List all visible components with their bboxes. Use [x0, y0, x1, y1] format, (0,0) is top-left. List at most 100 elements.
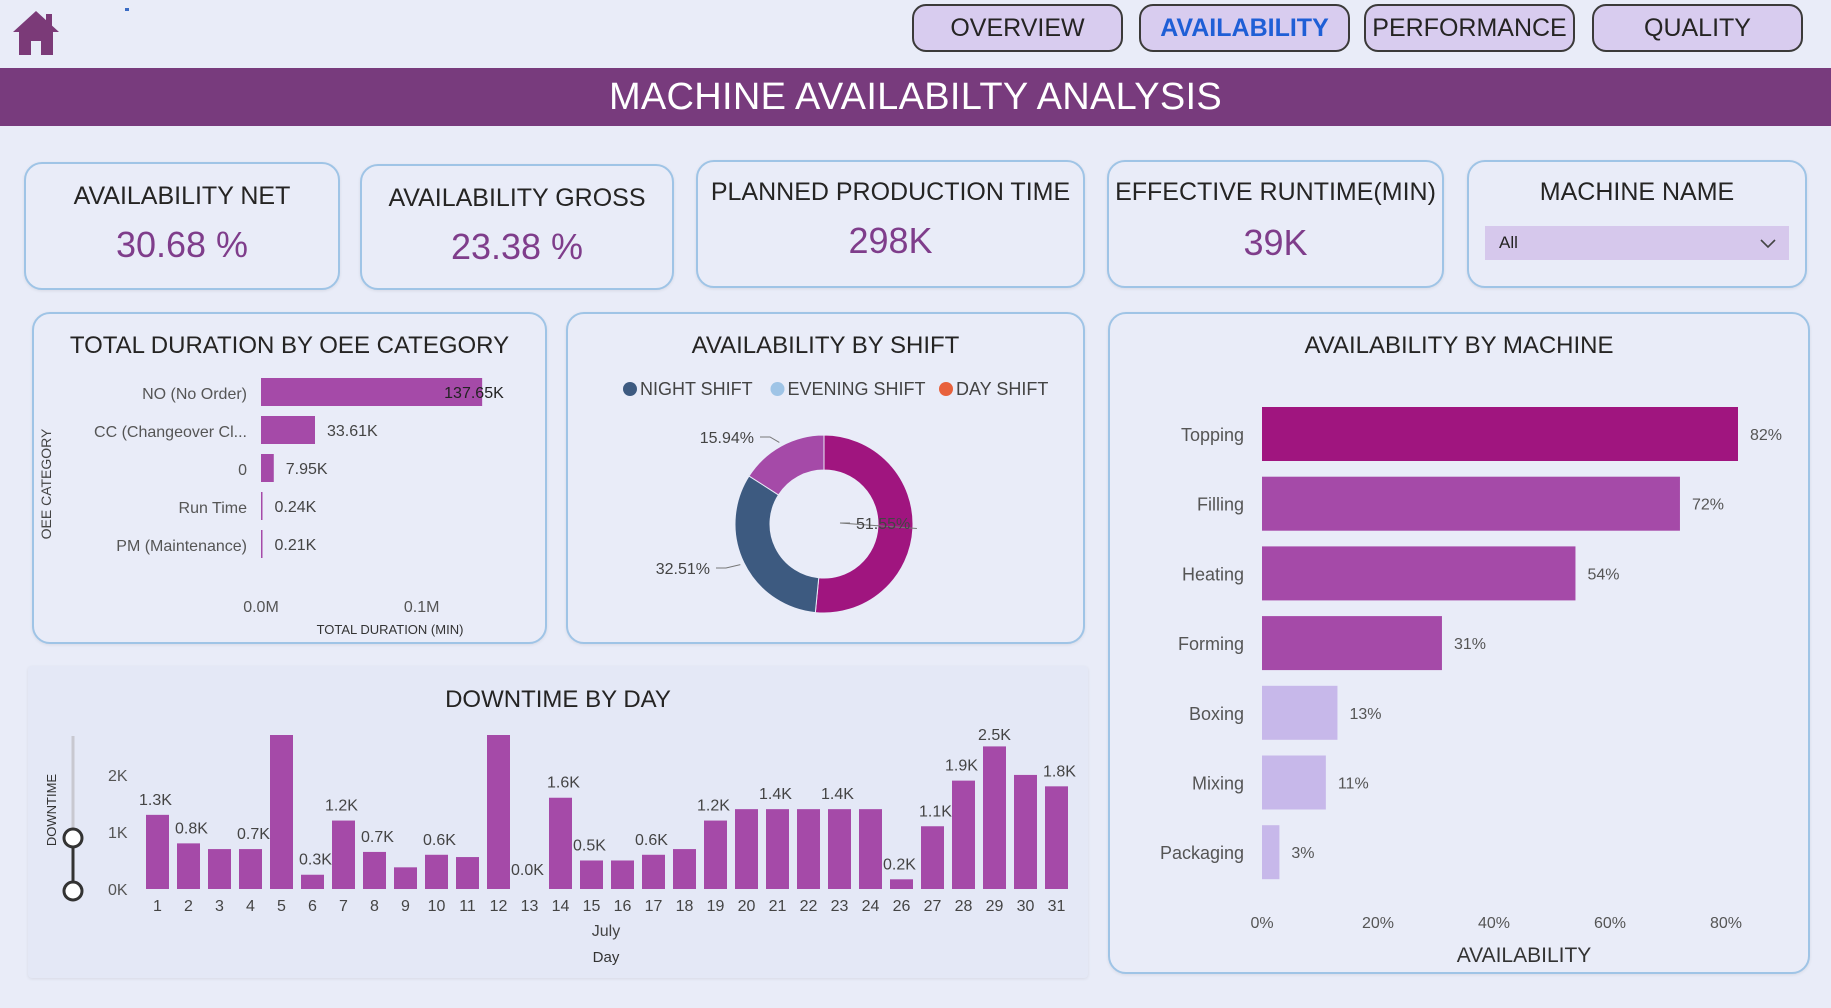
downtime-x-tick: 9 [401, 898, 410, 915]
downtime-data-label: 0.2K [883, 856, 916, 873]
downtime-data-label: 0.6K [635, 832, 668, 849]
tab-quality[interactable]: QUALITY [1592, 4, 1803, 52]
top-bar: OVERVIEW AVAILABILITY PERFORMANCE QUALIT… [0, 0, 1831, 68]
downtime-x-tick: 28 [955, 898, 973, 915]
downtime-bar [704, 820, 727, 889]
downtime-bar [363, 851, 386, 889]
downtime-bar [890, 879, 913, 889]
downtime-x-tick: 16 [614, 898, 632, 915]
downtime-bar [177, 843, 200, 889]
oee-data-label: 0.24K [275, 499, 317, 516]
tab-availability[interactable]: AVAILABILITY [1139, 4, 1350, 52]
downtime-data-label: 1.6K [547, 775, 580, 792]
downtime-x-axis-label: Day [593, 949, 620, 966]
machine-data-label: 11% [1338, 776, 1369, 793]
downtime-bar [921, 826, 944, 889]
oee-data-label: 7.95K [286, 461, 328, 478]
oee-y-axis-label: OEE CATEGORY [38, 428, 54, 539]
downtime-data-label: 0.7K [361, 829, 394, 846]
oee-category-chart: NO (No Order) 137.65K CC (Changeover Cl...… [38, 378, 504, 637]
oee-category-label: PM (Maintenance) [116, 538, 247, 555]
machine-bar [1262, 546, 1576, 601]
machine-data-label: 31% [1454, 636, 1486, 653]
downtime-bar [239, 849, 262, 889]
machine-name-dropdown[interactable]: All [1485, 226, 1789, 260]
machine-label: Filling [1197, 495, 1244, 515]
downtime-bar [208, 849, 231, 889]
machine-label: Forming [1178, 634, 1244, 654]
donut-data-label: 32.51% [656, 561, 710, 578]
machine-name-slicer: MACHINE NAME All [1467, 160, 1807, 288]
downtime-x-tick: 22 [800, 898, 818, 915]
downtime-bar [332, 820, 355, 889]
tab-performance[interactable]: PERFORMANCE [1364, 4, 1575, 52]
downtime-data-label: 1.4K [759, 786, 792, 803]
tab-overview[interactable]: OVERVIEW [912, 4, 1123, 52]
page-title: MACHINE AVAILABILTY ANALYSIS [0, 68, 1831, 126]
downtime-bar [549, 797, 572, 889]
downtime-x-tick: 8 [370, 898, 379, 915]
downtime-bar [983, 746, 1006, 889]
downtime-bar [425, 854, 448, 889]
downtime-x-tick: 1 [153, 898, 162, 915]
home-icon[interactable] [10, 8, 62, 58]
downtime-bar [828, 809, 851, 889]
machine-x-tick: 40% [1478, 915, 1510, 932]
downtime-data-label: 1.2K [325, 798, 358, 815]
kpi-value: 30.68 % [115, 224, 249, 265]
downtime-x-tick: 5 [277, 898, 286, 915]
oee-bar [261, 378, 483, 406]
downtime-x-tick: 12 [490, 898, 508, 915]
oee-bar [261, 416, 316, 444]
kpi-value: 298K [848, 220, 933, 261]
downtime-x-tick: 24 [862, 898, 880, 915]
machine-label: Heating [1182, 564, 1244, 584]
downtime-bar [611, 860, 634, 889]
downtime-bar [797, 809, 820, 889]
machine-data-label: 3% [1291, 845, 1314, 862]
downtime-x-tick: 29 [986, 898, 1004, 915]
machine-label: Boxing [1189, 704, 1244, 724]
kpi-value: 23.38 % [450, 226, 584, 267]
downtime-x-tick: 11 [459, 898, 476, 915]
slicer-title: MACHINE NAME [1539, 178, 1735, 206]
oee-category-label: 0 [238, 462, 247, 479]
kpi-title: PLANNED PRODUCTION TIME [710, 178, 1071, 206]
legend-label: EVENING SHIFT [788, 379, 926, 399]
downtime-bar [301, 874, 324, 889]
downtime-slider-handle-top[interactable] [62, 827, 84, 849]
downtime-data-label: 1.9K [945, 758, 978, 775]
downtime-x-tick: 27 [924, 898, 942, 915]
downtime-data-label: 1.2K [697, 798, 730, 815]
donut-leader-line [760, 436, 780, 443]
machine-data-label: 82% [1750, 427, 1782, 444]
downtime-data-label: 0.0K [511, 862, 544, 879]
kpi-availability-gross: AVAILABILITY GROSS 23.38 % [360, 164, 674, 290]
machine-label: Topping [1181, 425, 1244, 445]
machine-label: Mixing [1192, 774, 1244, 794]
legend-label: DAY SHIFT [956, 379, 1048, 399]
downtime-x-tick: 17 [645, 898, 663, 915]
downtime-x-tick: 6 [308, 898, 317, 915]
oee-x-axis-label: TOTAL DURATION (MIN) [317, 622, 464, 637]
downtime-bar [580, 860, 603, 889]
machine-x-tick: 60% [1594, 915, 1626, 932]
chevron-down-icon[interactable] [1759, 234, 1777, 252]
downtime-data-label: 1.8K [1043, 763, 1076, 780]
downtime-bar [146, 814, 169, 889]
donut-data-label: 51.55% [856, 516, 910, 533]
downtime-slider-handle-bottom[interactable] [62, 880, 84, 902]
machine-x-axis-label: AVAILABILITY [1457, 944, 1592, 967]
downtime-x-tick: 23 [831, 898, 849, 915]
chart-title: AVAILABILITY BY MACHINE [1304, 332, 1614, 359]
oee-bar [261, 492, 263, 520]
chart-title: TOTAL DURATION BY OEE CATEGORY [69, 332, 510, 359]
downtime-data-label: 0.6K [423, 832, 456, 849]
downtime-data-label: 0.5K [573, 837, 606, 854]
oee-bar [261, 530, 263, 558]
downtime-x-tick: 2 [184, 898, 193, 915]
downtime-x-month: July [592, 923, 620, 940]
kpi-value: 39K [1243, 222, 1308, 263]
oee-category-label: Run Time [179, 500, 248, 517]
donut-leader-line [716, 564, 741, 569]
